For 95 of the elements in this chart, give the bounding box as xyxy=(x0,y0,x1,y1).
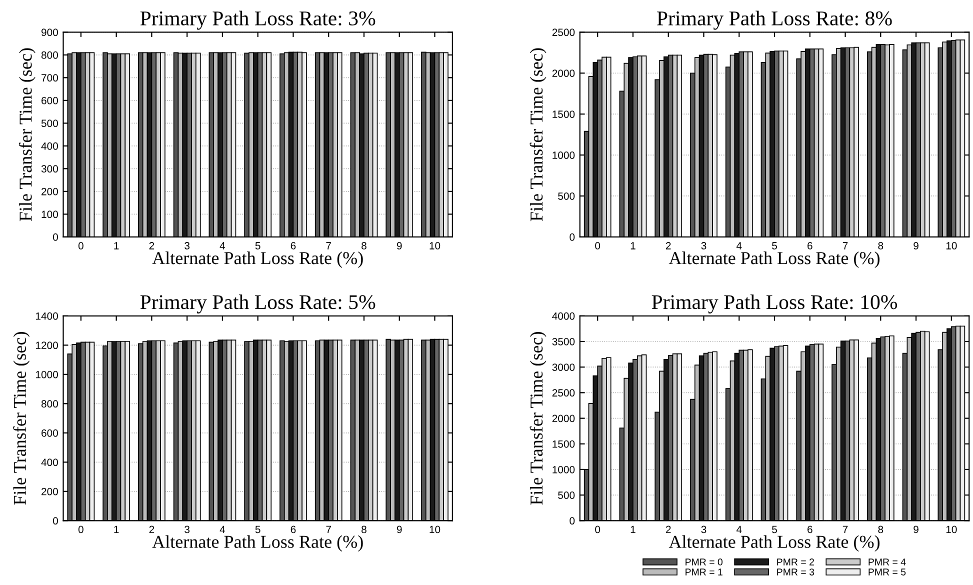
x-tick-label: 1 xyxy=(114,526,119,534)
x-tick-label: 6 xyxy=(808,526,812,534)
y-tick-label: 1200 xyxy=(36,342,58,350)
x-tick-label: 8 xyxy=(878,242,884,250)
y-tick-label: 500 xyxy=(558,192,575,200)
y-tick-label: 1000 xyxy=(552,466,575,474)
x-tick-label: 7 xyxy=(326,242,331,250)
x-tick-label: 10 xyxy=(946,242,957,250)
x-axis-title: Alternate Path Loss Rate (%) xyxy=(668,535,880,552)
legend-label: PMR = 1 xyxy=(686,568,722,576)
y-tick-label: 0 xyxy=(570,517,575,525)
legend-label: PMR = 5 xyxy=(868,568,906,576)
y-tick-label: 500 xyxy=(41,120,58,128)
chart-title: Primary Path Loss Rate: 3% xyxy=(140,10,376,30)
x-axis-title: Alternate Path Loss Rate (%) xyxy=(152,535,363,552)
x-tick-label: 1 xyxy=(114,242,119,250)
chart-title: Primary Path Loss Rate: 10% xyxy=(652,294,898,314)
y-tick-label: 1000 xyxy=(36,370,58,378)
legend-label: PMR = 0 xyxy=(686,558,723,566)
y-tick-label: 1400 xyxy=(36,312,58,320)
y-tick-label: 800 xyxy=(41,400,58,408)
x-tick-label: 8 xyxy=(878,526,884,534)
x-tick-label: 7 xyxy=(842,242,848,250)
x-tick-label: 3 xyxy=(184,242,190,250)
x-tick-label: 4 xyxy=(736,242,742,250)
x-tick-label: 0 xyxy=(595,242,600,250)
x-axis-title: Alternate Path Loss Rate (%) xyxy=(668,251,880,268)
x-tick-label: 1 xyxy=(630,526,636,534)
x-tick-label: 5 xyxy=(255,526,260,534)
y-tick-label: 200 xyxy=(42,488,58,496)
x-tick-label: 0 xyxy=(78,242,84,250)
y-tick-label: 300 xyxy=(41,165,58,173)
legend-label: PMR = 2 xyxy=(777,558,814,566)
x-tick-label: 9 xyxy=(396,242,402,250)
x-tick-label: 3 xyxy=(701,242,706,250)
y-tick-label: 500 xyxy=(558,492,575,499)
x-axis-title: Alternate Path Loss Rate (%) xyxy=(152,251,363,268)
x-tick-label: 10 xyxy=(430,526,440,534)
x-tick-label: 10 xyxy=(946,526,957,534)
y-tick-label: 600 xyxy=(42,429,58,437)
y-tick-label: 0 xyxy=(53,517,58,525)
y-tick-label: 800 xyxy=(41,51,58,59)
y-tick-label: 400 xyxy=(41,458,58,466)
y-tick-label: 4000 xyxy=(552,312,575,320)
y-tick-label: 900 xyxy=(41,28,58,36)
y-tick-label: 3000 xyxy=(552,364,575,371)
y-tick-label: 0 xyxy=(53,233,58,241)
x-tick-label: 0 xyxy=(595,526,600,534)
x-tick-label: 1 xyxy=(630,242,636,250)
x-tick-label: 9 xyxy=(914,242,918,250)
y-tick-label: 400 xyxy=(41,142,58,150)
x-tick-label: 10 xyxy=(430,242,440,250)
y-axis-title: File Transfer Time (sec) xyxy=(13,332,30,505)
legend-label: PMR = 3 xyxy=(777,568,814,576)
y-tick-label: 1000 xyxy=(552,152,575,159)
x-tick-label: 3 xyxy=(701,526,706,534)
y-tick-label: 600 xyxy=(42,96,58,104)
x-tick-label: 2 xyxy=(149,242,154,250)
x-tick-label: 6 xyxy=(290,526,296,534)
legend-label: PMR = 4 xyxy=(868,558,906,566)
y-tick-label: 2000 xyxy=(552,70,575,77)
x-tick-label: 5 xyxy=(772,526,777,534)
x-tick-label: 4 xyxy=(736,526,742,534)
x-tick-label: 0 xyxy=(78,526,84,534)
y-axis-title: File Transfer Time (sec) xyxy=(530,48,546,222)
x-tick-label: 6 xyxy=(290,242,296,250)
x-tick-label: 9 xyxy=(396,526,402,534)
y-tick-label: 100 xyxy=(42,210,58,218)
y-axis-title: File Transfer Time (sec) xyxy=(530,332,546,505)
x-tick-label: 7 xyxy=(842,526,848,534)
y-tick-label: 2500 xyxy=(552,28,575,36)
y-tick-label: 3500 xyxy=(552,338,575,346)
y-tick-label: 200 xyxy=(42,188,58,196)
x-tick-label: 7 xyxy=(326,526,331,534)
x-tick-label: 5 xyxy=(255,242,260,250)
chart-title: Primary Path Loss Rate: 5% xyxy=(140,294,376,314)
y-tick-label: 2500 xyxy=(552,389,575,397)
y-tick-label: 0 xyxy=(570,233,575,241)
x-tick-label: 2 xyxy=(666,526,671,534)
y-tick-label: 1500 xyxy=(552,440,575,448)
y-tick-label: 2000 xyxy=(552,414,575,422)
chart-title: Primary Path Loss Rate: 8% xyxy=(657,10,892,30)
x-tick-label: 9 xyxy=(914,526,918,534)
x-tick-label: 2 xyxy=(149,526,154,534)
x-tick-label: 4 xyxy=(220,242,226,250)
y-axis-title: File Transfer Time (sec) xyxy=(18,48,36,222)
x-tick-label: 4 xyxy=(220,526,226,534)
x-tick-label: 3 xyxy=(184,526,190,534)
x-tick-label: 6 xyxy=(808,242,812,250)
y-tick-label: 700 xyxy=(42,74,58,82)
x-tick-label: 2 xyxy=(666,242,671,250)
x-tick-label: 8 xyxy=(362,242,366,250)
y-tick-label: 1500 xyxy=(552,110,575,118)
x-tick-label: 5 xyxy=(772,242,777,250)
x-tick-label: 8 xyxy=(362,526,366,534)
